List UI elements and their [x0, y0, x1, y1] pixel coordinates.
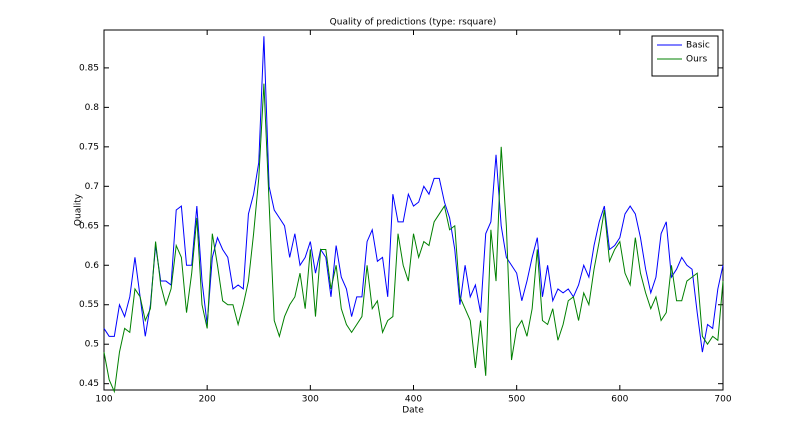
y-tick-label: 0.8 — [85, 103, 100, 113]
x-tick-label: 100 — [95, 395, 112, 405]
y-tick-label: 0.65 — [79, 221, 99, 231]
plot-area — [103, 29, 724, 391]
legend-box — [651, 35, 719, 77]
x-tick-label: 500 — [508, 395, 525, 405]
series-line — [103, 83, 724, 394]
x-axis-label: Date — [402, 406, 424, 416]
y-tick-label: 0.7 — [85, 182, 99, 192]
y-axis-label: Quality — [74, 193, 84, 226]
x-tick-label: 700 — [714, 395, 731, 405]
x-tick-label: 300 — [302, 395, 319, 405]
x-tick-label: 600 — [611, 395, 628, 405]
y-tick-label: 0.5 — [85, 340, 99, 350]
y-tick-label: 0.45 — [79, 379, 99, 389]
x-tick-label: 400 — [405, 395, 422, 405]
y-tick-label: 0.85 — [79, 63, 99, 73]
y-tick-label: 0.55 — [79, 300, 99, 310]
y-tick-label: 0.6 — [85, 261, 100, 271]
chart-title: Quality of predictions (type: rsquare) — [330, 18, 497, 28]
x-tick-label: 200 — [199, 395, 216, 405]
y-tick-label: 0.75 — [79, 142, 99, 152]
legend-label: Basic — [686, 41, 710, 51]
legend-label: Ours — [686, 55, 707, 65]
